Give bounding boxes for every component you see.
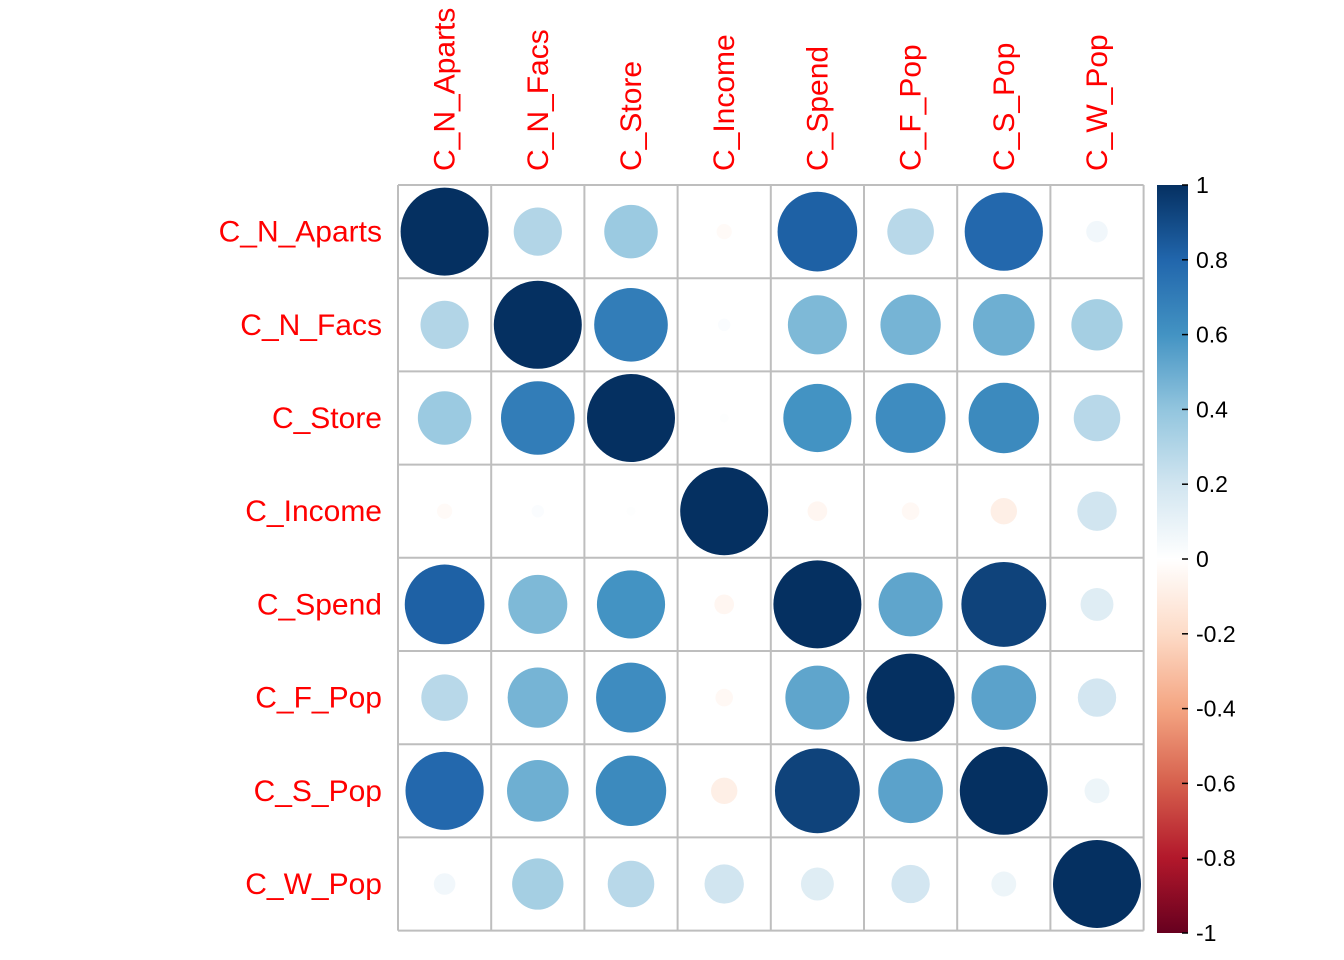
corr-circle-C_Spend-C_N_Aparts [404, 564, 485, 645]
row-label: C_F_Pop [255, 682, 382, 715]
legend-tick-label: -0.4 [1196, 696, 1236, 722]
column-label: C_Store [615, 61, 648, 171]
corr-circle-C_F_Pop-C_N_Aparts [421, 674, 468, 721]
corr-circle-C_N_Aparts-C_F_Pop [887, 208, 934, 255]
corr-circle-C_N_Facs-C_Income [717, 318, 731, 332]
corr-circle-C_N_Facs-C_F_Pop [880, 294, 941, 355]
corr-circle-C_Spend-C_S_Pop [961, 561, 1047, 647]
corr-circle-C_N_Aparts-C_W_Pop [1086, 220, 1108, 243]
corr-circle-C_F_Pop-C_N_Facs [507, 667, 568, 728]
legend-tick-label: -0.2 [1196, 621, 1236, 647]
corr-circle-C_F_Pop-C_W_Pop [1077, 678, 1117, 717]
corr-circle-C_N_Aparts-C_Spend [777, 191, 858, 272]
corr-circle-C_F_Pop-C_S_Pop [971, 665, 1037, 730]
corr-circle-C_N_Aparts-C_N_Aparts [400, 187, 489, 276]
row-labels: C_N_Aparts C_N_Facs C_Store C_Income C_Spend… [219, 216, 382, 901]
row-label: C_N_Facs [240, 309, 382, 342]
corr-circle-C_S_Pop-C_W_Pop [1084, 778, 1110, 804]
corr-circle-C_W_Pop-C_N_Facs [512, 858, 564, 910]
row-label: C_Spend [257, 588, 382, 621]
corr-circle-C_N_Facs-C_N_Facs [493, 280, 582, 369]
corr-circle-C_S_Pop-C_S_Pop [959, 746, 1048, 835]
corr-circle-C_Store-C_Income [719, 413, 729, 423]
corr-circle-C_F_Pop-C_Income [715, 688, 733, 707]
corr-circle-C_Store-C_N_Aparts [417, 391, 472, 445]
legend-tick-label: 0.6 [1196, 322, 1228, 348]
corr-circle-C_Store-C_N_Facs [500, 381, 575, 455]
row-label: C_Store [272, 402, 382, 435]
legend-tick-label: -0.8 [1196, 845, 1236, 871]
corr-circle-C_Income-C_N_Aparts [436, 503, 453, 519]
corr-circle-C_W_Pop-C_Spend [800, 867, 834, 901]
legend-tick-label: 0 [1196, 546, 1209, 572]
corr-circle-C_S_Pop-C_Spend [774, 748, 860, 834]
corr-circle-C_N_Aparts-C_Income [716, 223, 732, 240]
corr-circle-C_Spend-C_W_Pop [1080, 587, 1114, 621]
legend-tick-label: 0.4 [1196, 396, 1228, 422]
corr-circle-C_Store-C_F_Pop [875, 383, 946, 453]
column-labels: C_N_Aparts C_N_Facs C_Store C_Income C_Spend… [429, 8, 1114, 171]
column-label: C_Income [708, 34, 741, 171]
corr-circle-C_Income-C_W_Pop [1077, 491, 1117, 531]
corr-circle-C_Income-C_S_Pop [990, 498, 1017, 525]
corr-circle-C_Store-C_W_Pop [1073, 394, 1121, 442]
corr-circle-C_W_Pop-C_N_Aparts [433, 873, 456, 895]
corr-circle-C_Spend-C_Store [596, 570, 666, 639]
corr-circle-C_Income-C_Spend [807, 501, 828, 522]
corr-circle-C_S_Pop-C_Store [595, 755, 667, 826]
corr-circle-C_S_Pop-C_N_Aparts [405, 751, 484, 830]
color-legend: 1 0.8 0.6 0.4 0.2 0 -0.2 -0.4 -0.6 -0.8 -1 [1157, 172, 1236, 946]
corr-circle-C_N_Facs-C_N_Aparts [420, 300, 469, 349]
legend-tick-label: 1 [1196, 172, 1209, 198]
circle-layer [400, 187, 1141, 928]
row-label: C_Income [245, 495, 382, 528]
corr-circle-C_N_Aparts-C_Store [604, 204, 658, 259]
corr-circle-C_W_Pop-C_W_Pop [1053, 840, 1141, 928]
column-label: C_F_Pop [895, 44, 928, 171]
corr-circle-C_Spend-C_Spend [773, 560, 862, 649]
row-label: C_W_Pop [245, 868, 382, 901]
corr-circle-C_N_Aparts-C_S_Pop [964, 192, 1043, 271]
corr-circle-C_W_Pop-C_F_Pop [891, 864, 930, 904]
corr-circle-C_Spend-C_F_Pop [878, 572, 943, 637]
corr-circle-C_S_Pop-C_N_Facs [507, 760, 569, 822]
corr-circle-C_N_Facs-C_Spend [787, 295, 847, 355]
corr-circle-C_F_Pop-C_Store [596, 662, 666, 733]
corr-circle-C_W_Pop-C_S_Pop [991, 871, 1017, 897]
legend-tick-label: 0.8 [1196, 247, 1228, 273]
row-label: C_S_Pop [254, 775, 382, 808]
corr-circle-C_S_Pop-C_F_Pop [878, 758, 943, 824]
corr-circle-C_Spend-C_Income [714, 594, 735, 615]
column-label: C_S_Pop [988, 43, 1021, 171]
corr-circle-C_W_Pop-C_Income [704, 864, 744, 904]
corr-circle-C_N_Facs-C_W_Pop [1071, 299, 1123, 351]
corr-circle-C_Store-C_Spend [783, 383, 852, 453]
corr-circle-C_N_Aparts-C_N_Facs [513, 207, 562, 256]
column-label: C_Spend [801, 46, 834, 171]
row-label: C_N_Aparts [219, 216, 382, 249]
column-label: C_N_Facs [522, 29, 555, 171]
corr-circle-C_N_Facs-C_S_Pop [973, 294, 1035, 356]
corr-circle-C_W_Pop-C_Store [607, 860, 655, 908]
corr-circle-C_Store-C_S_Pop [968, 382, 1039, 454]
legend-tick-label: -1 [1196, 920, 1216, 946]
corr-circle-C_Spend-C_N_Facs [508, 574, 568, 634]
grid-layer [397, 184, 1145, 932]
corr-circle-C_Income-C_F_Pop [901, 502, 920, 520]
corr-circle-C_N_Facs-C_Store [594, 287, 668, 362]
corr-circle-C_Store-C_Store [587, 374, 675, 462]
legend-tick-label: 0.2 [1196, 471, 1228, 497]
corr-circle-C_Income-C_Income [680, 467, 769, 556]
corr-circle-C_F_Pop-C_F_Pop [866, 653, 955, 742]
legend-tick-label: -0.6 [1196, 770, 1236, 796]
corr-circle-C_Income-C_Store [626, 506, 636, 516]
corr-circle-C_Income-C_N_Facs [531, 504, 545, 518]
column-label: C_N_Aparts [429, 8, 462, 171]
column-label: C_W_Pop [1081, 34, 1114, 171]
corr-circle-C_S_Pop-C_Income [711, 777, 738, 804]
corr-circle-C_F_Pop-C_Spend [785, 665, 850, 730]
